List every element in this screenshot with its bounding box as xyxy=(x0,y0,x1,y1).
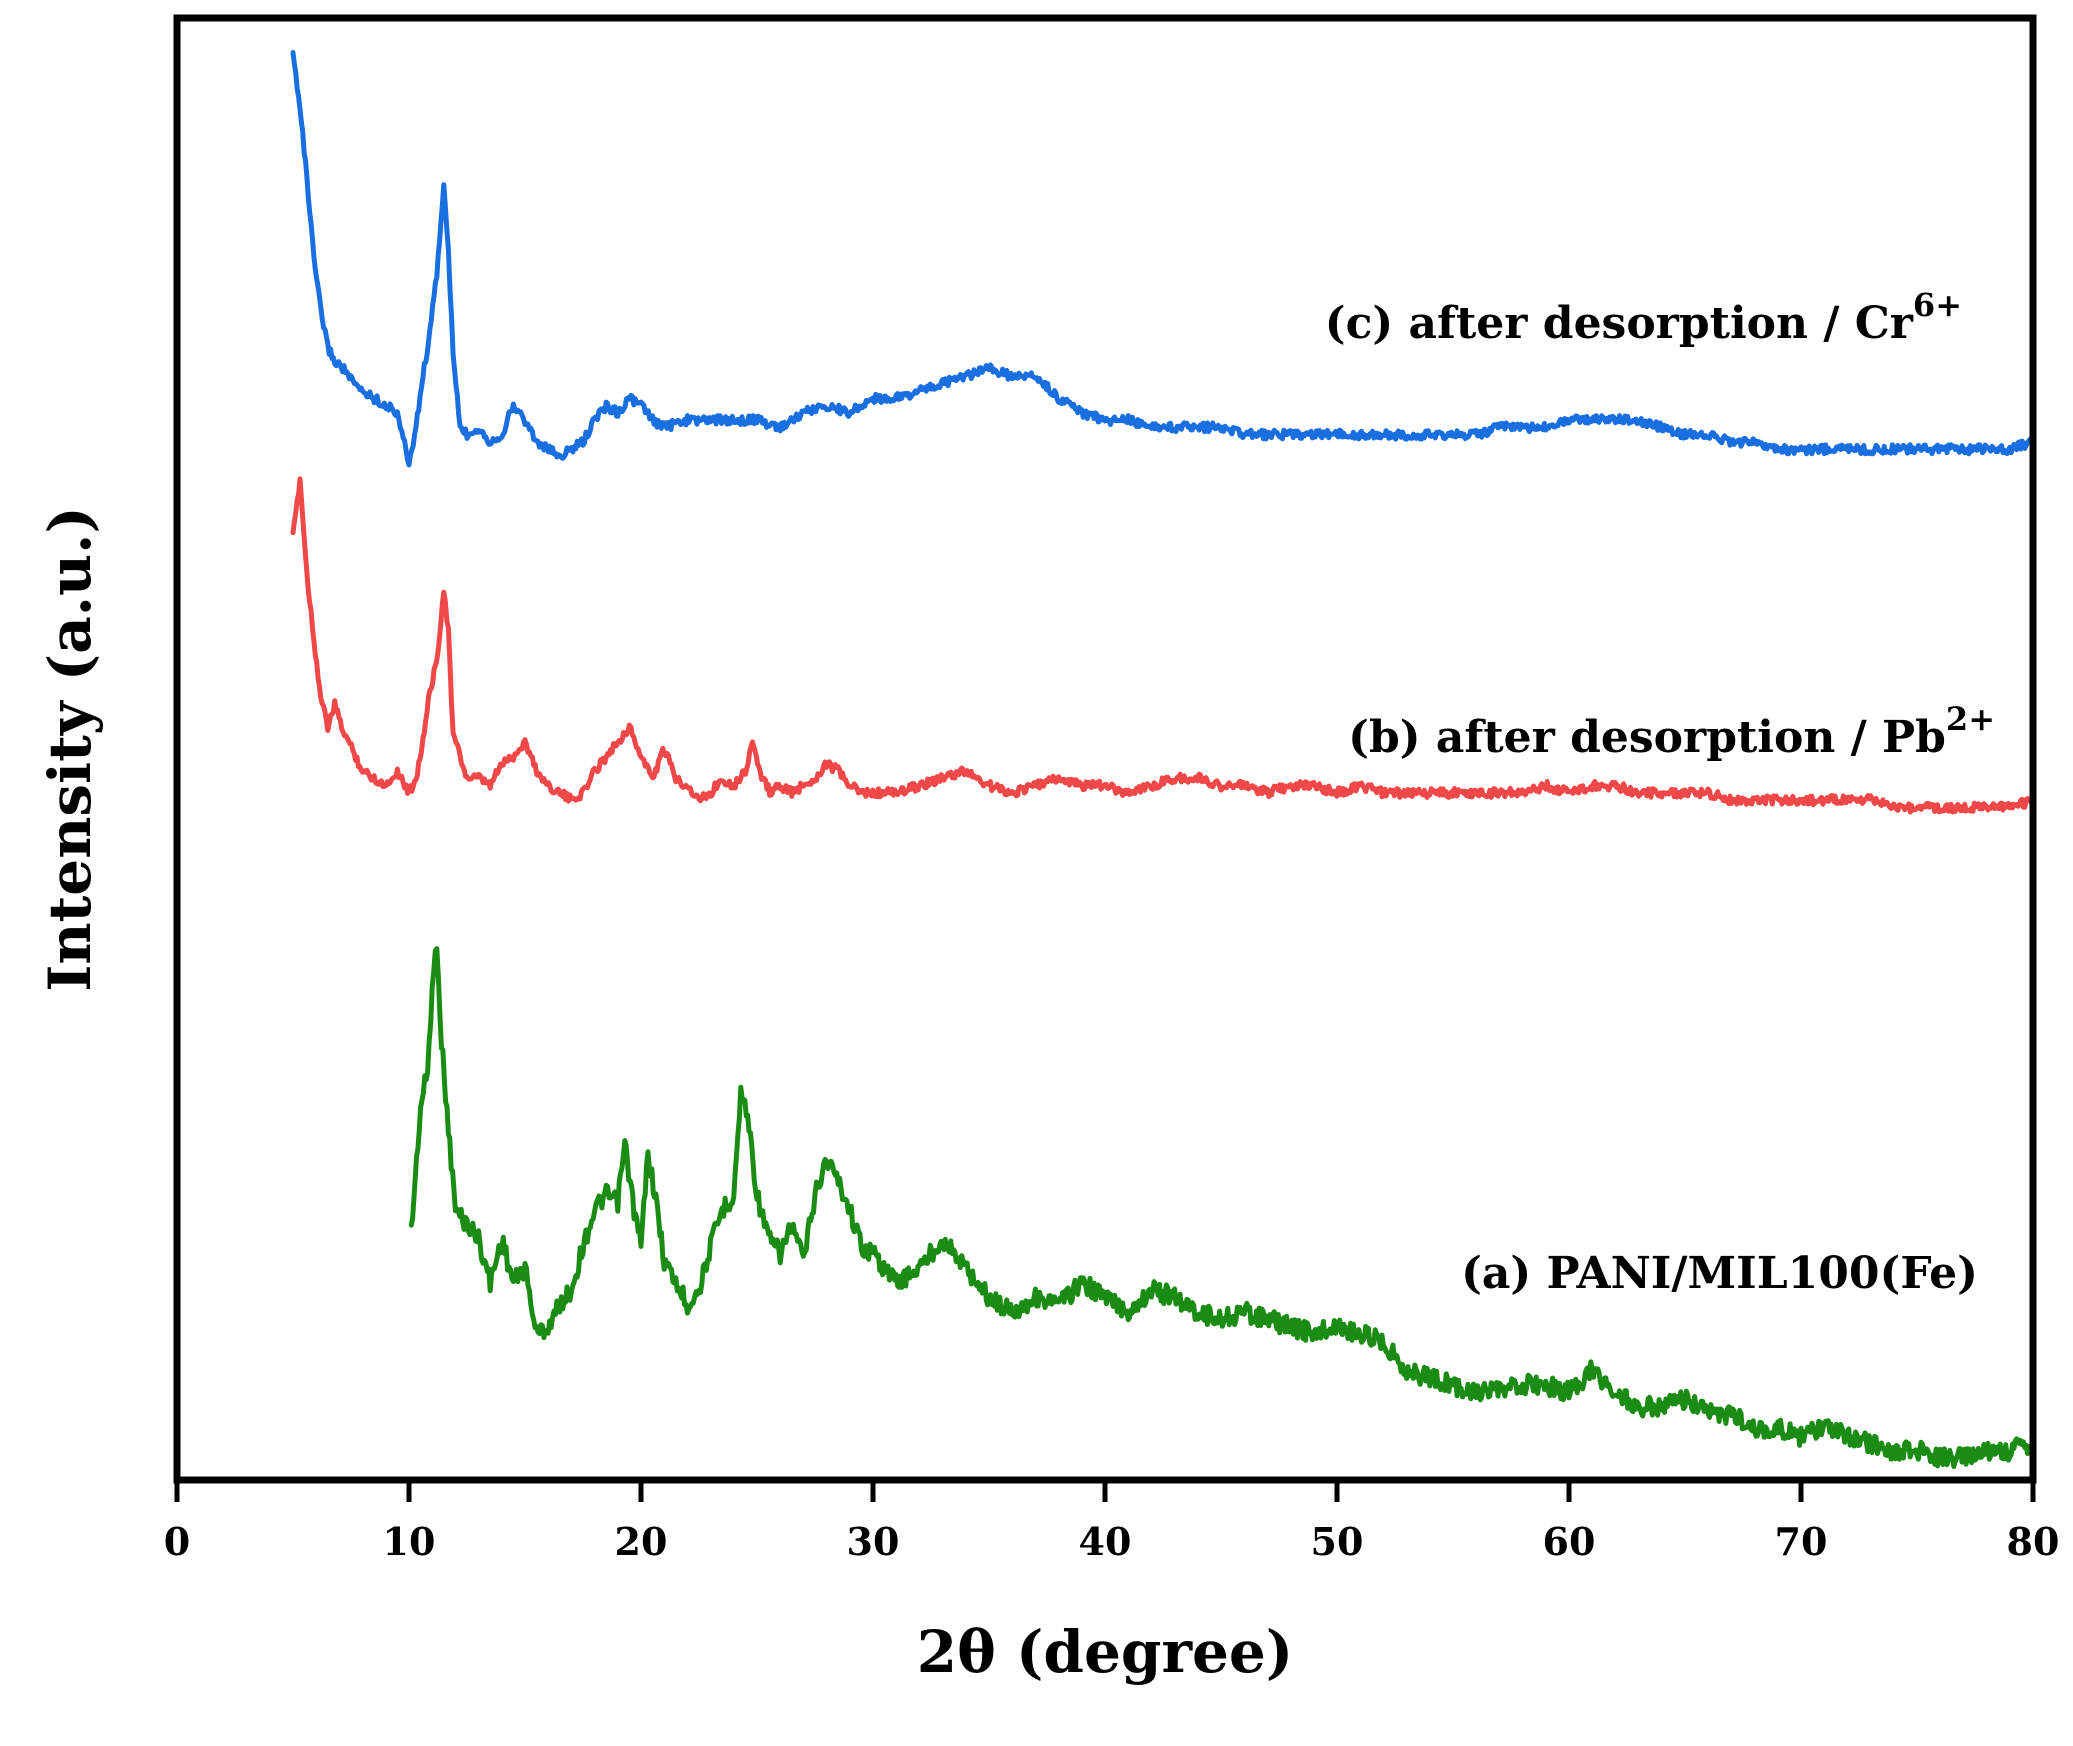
series-label-b: (b) after desorption / Pb2+ xyxy=(1348,700,1995,763)
series-label-text: (a) PANI/MIL100(Fe) xyxy=(1461,1248,1978,1299)
x-tick-label: 20 xyxy=(615,1519,668,1564)
series-label-superscript: 6+ xyxy=(1913,286,1962,324)
series-label-text: (c) after desorption / Cr xyxy=(1325,298,1914,349)
series-layer xyxy=(290,50,2036,1469)
series-line-b xyxy=(290,476,2036,815)
y-axis-title: Intensity (a.u.) xyxy=(36,506,104,992)
x-axis-ticks: 0 10 20 30 40 50 60 70 80 xyxy=(164,1480,2060,1564)
series-label-a: (a) PANI/MIL100(Fe) xyxy=(1461,1248,1978,1299)
x-tick-label: 0 xyxy=(164,1519,190,1564)
x-tick-label: 70 xyxy=(1775,1519,1828,1564)
x-tick-label: 80 xyxy=(2007,1519,2060,1564)
series-label-c: (c) after desorption / Cr6+ xyxy=(1325,286,1962,349)
series-label-text: (b) after desorption / Pb xyxy=(1348,712,1946,763)
x-tick-label: 60 xyxy=(1543,1519,1596,1564)
series-label-superscript: 2+ xyxy=(1946,700,1995,738)
x-tick-label: 50 xyxy=(1311,1519,1364,1564)
x-tick-label: 30 xyxy=(847,1519,900,1564)
x-tick-label: 10 xyxy=(383,1519,436,1564)
series-line-c xyxy=(290,50,2036,468)
series-line-a xyxy=(408,946,2036,1469)
x-axis-title: 2θ (degree) xyxy=(917,1618,1294,1686)
series-labels: (a) PANI/MIL100(Fe) (b) after desorption … xyxy=(1325,286,1995,1299)
x-tick-label: 40 xyxy=(1079,1519,1132,1564)
